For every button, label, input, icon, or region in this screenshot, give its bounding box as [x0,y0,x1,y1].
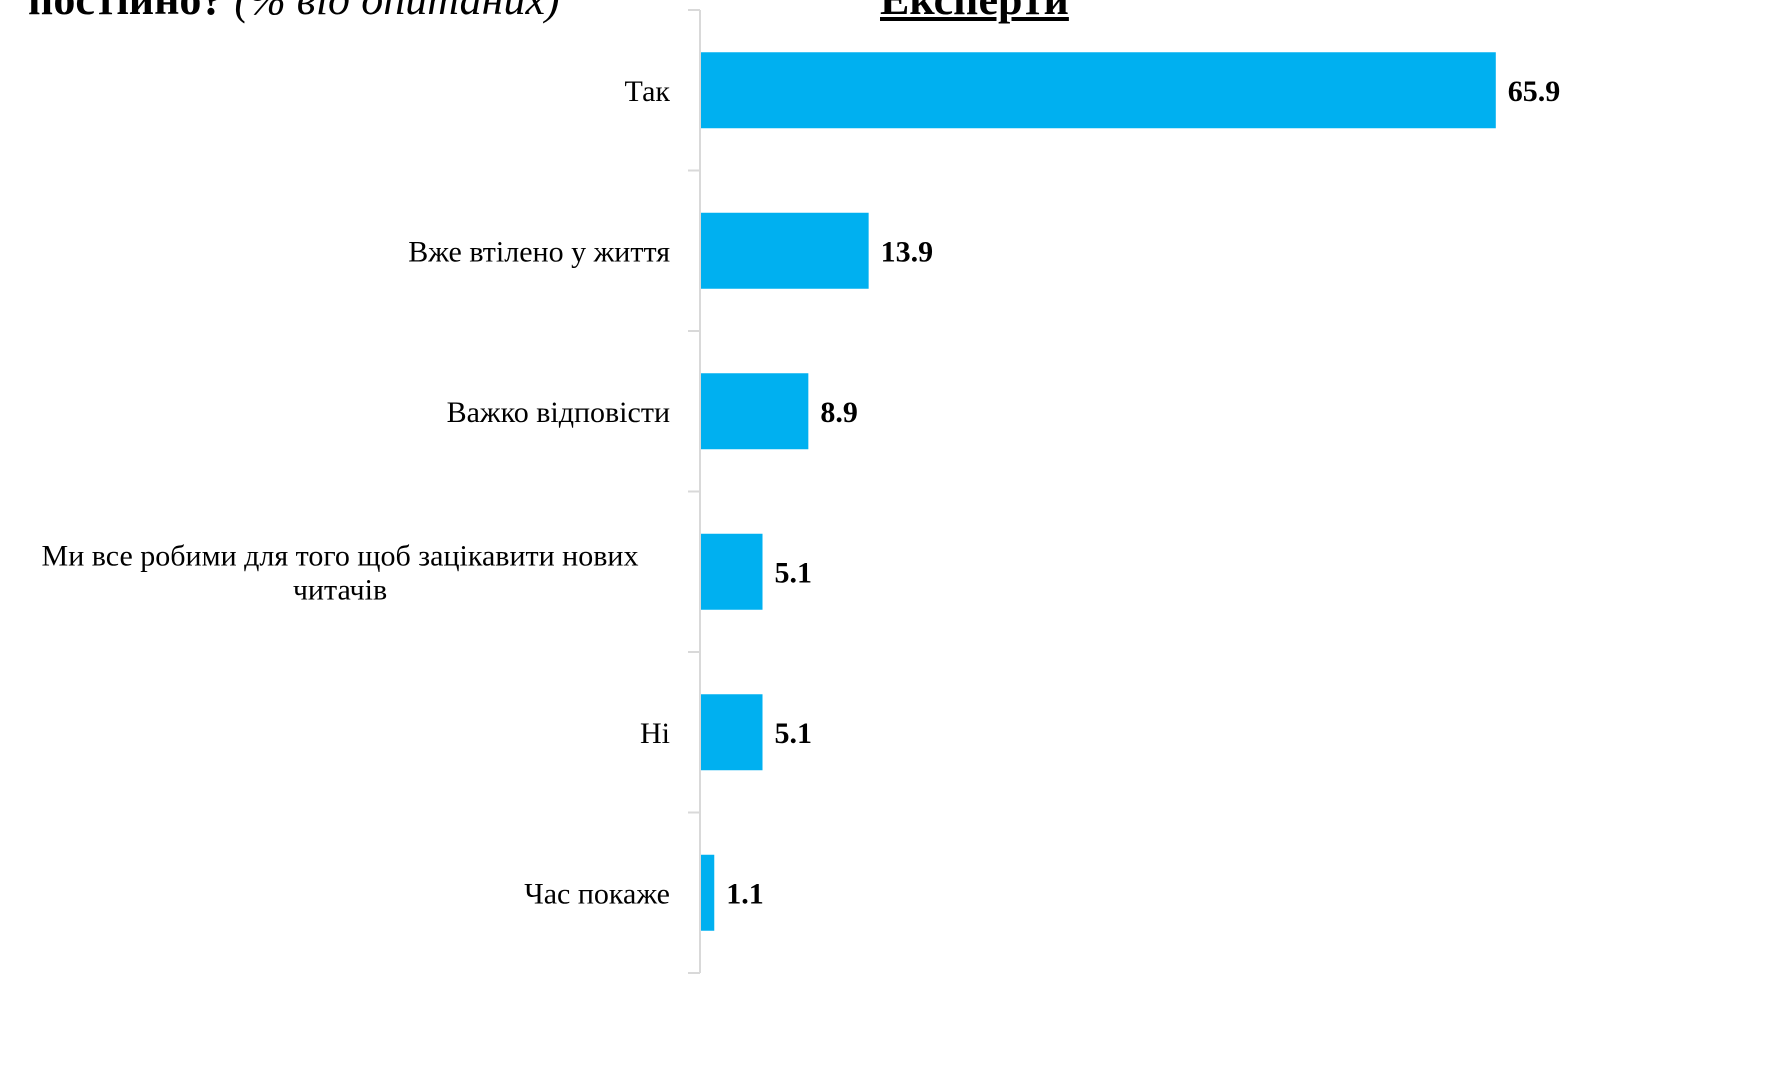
group-label: Експерти [880,0,1069,26]
bar-value-label: 5.1 [775,717,813,750]
bar [701,694,763,771]
category-label: Вже втілено у життя [408,235,670,268]
category-label: Так [625,75,671,108]
bar-value-label: 1.1 [726,877,764,910]
chart-title-sub: (% від опитаних) [234,0,559,24]
axis-layer [688,9,701,974]
labels-layer: 65.9 Так 13.9 Вже втілено у життя 8.9 Важко в… [42,75,1561,911]
bar [701,52,1496,129]
category-label: Час покаже [524,877,670,910]
category-label-line: читачів [293,573,387,606]
bar-value-label: 8.9 [820,396,858,429]
bar [701,212,869,289]
bar-value-label: 13.9 [881,235,934,268]
bar-value-label: 5.1 [775,556,813,589]
chart-title-main: постійно? [28,0,223,24]
bar [701,533,763,610]
chart-title: постійно? (% від опитаних) [28,0,560,26]
category-label: Ні [640,717,670,750]
bar [701,854,715,931]
bar-value-label: 65.9 [1508,75,1561,108]
bars-layer [701,52,1496,931]
bar [701,373,809,450]
category-label: Ми все робими для того щоб зацікавити но… [42,539,639,606]
category-label: Важко відповісти [447,396,670,429]
category-label-line: Ми все робими для того щоб зацікавити но… [42,539,639,572]
